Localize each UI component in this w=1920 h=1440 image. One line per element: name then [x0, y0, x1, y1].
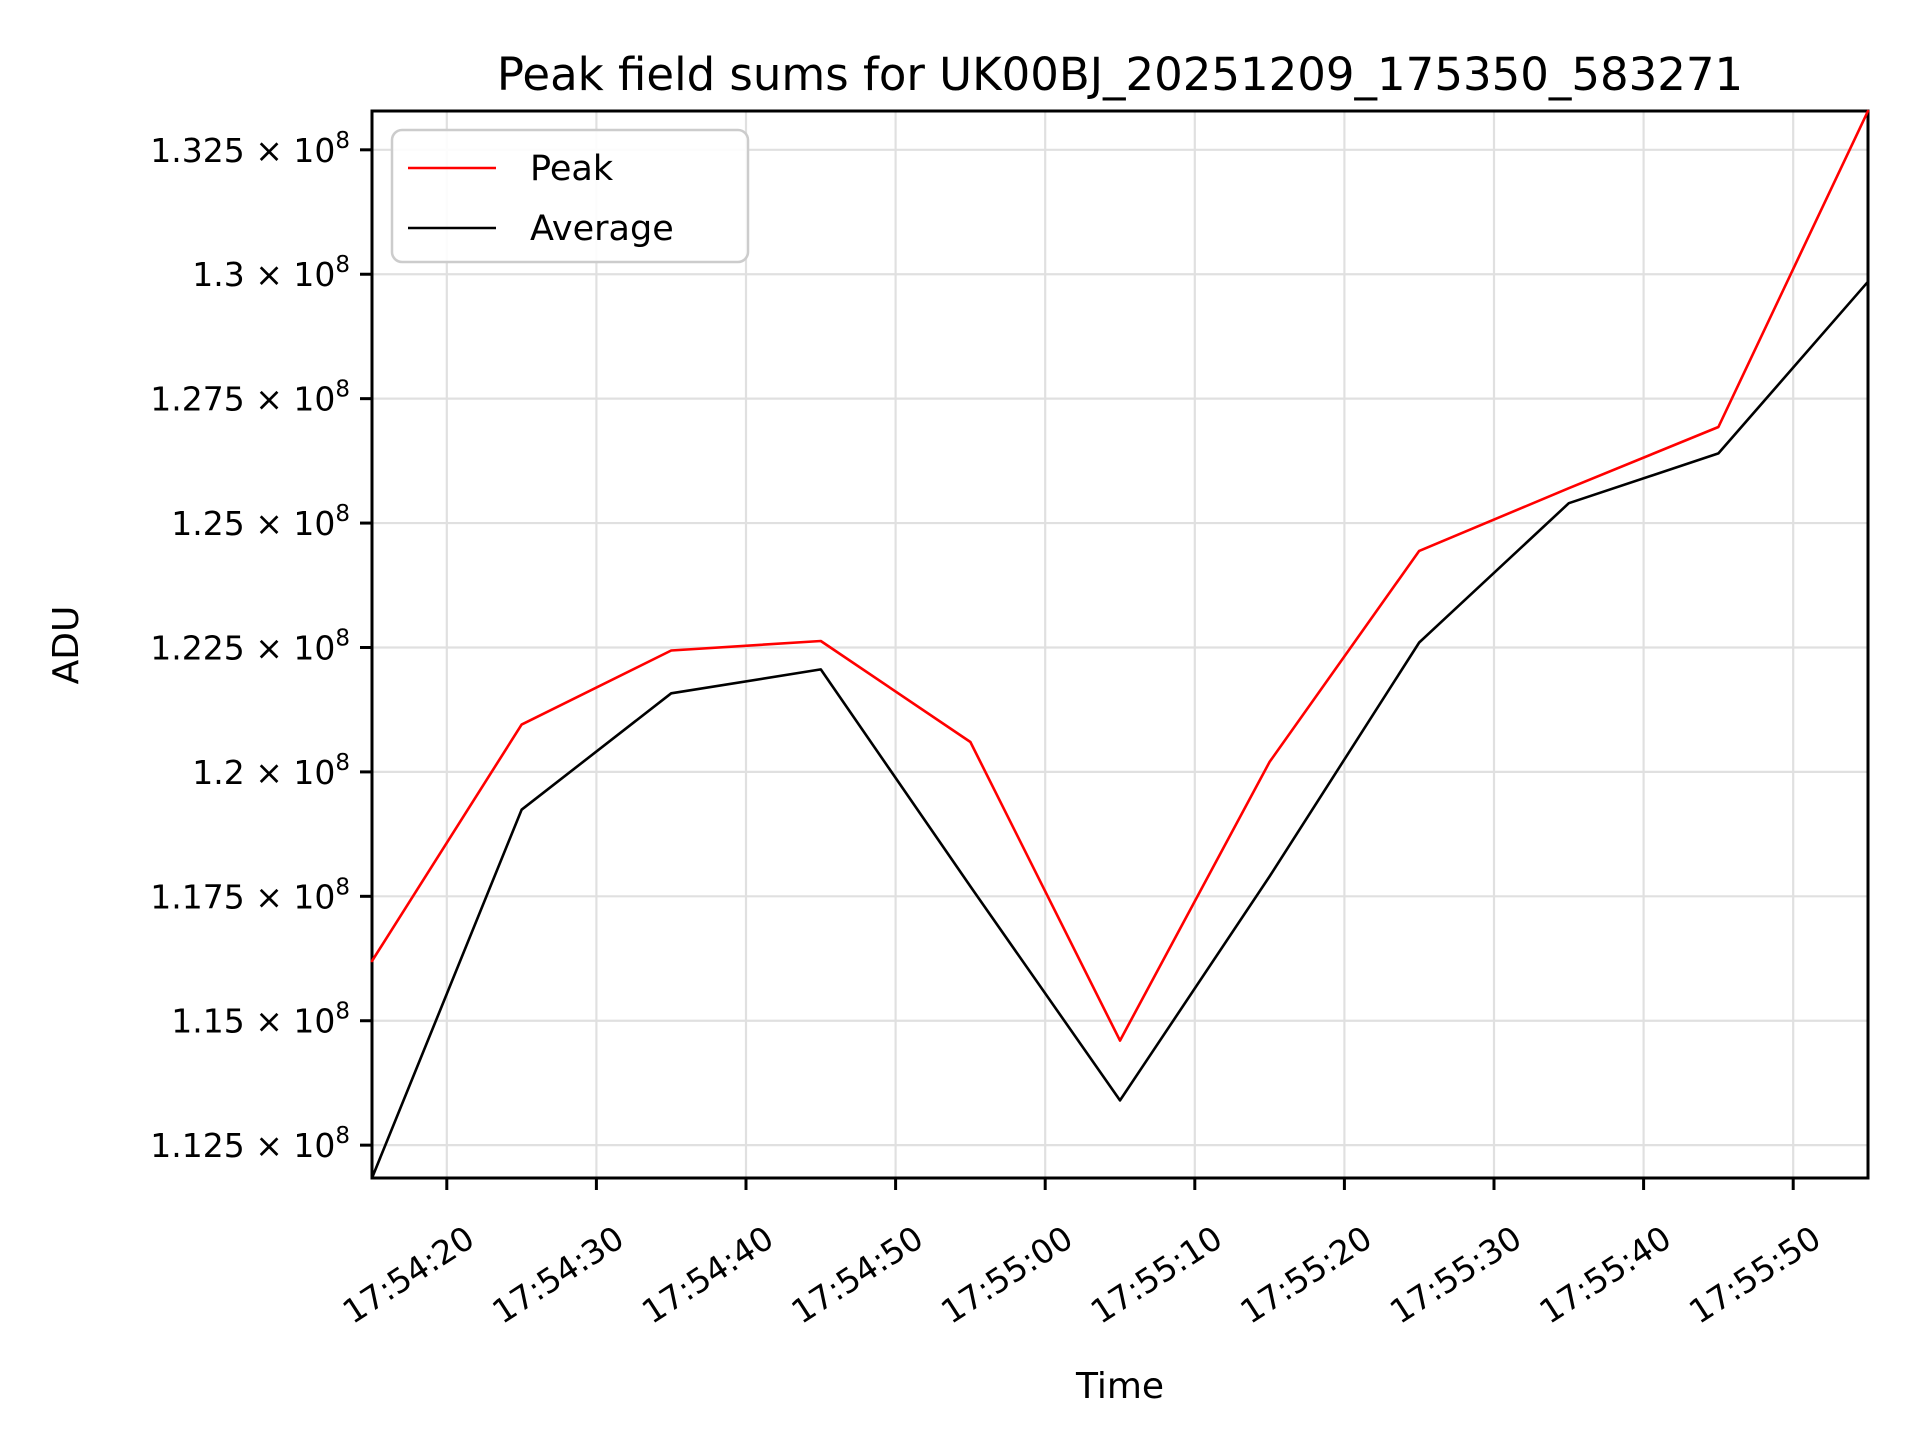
- legend-label: Peak: [530, 149, 614, 189]
- x-tick-label: 17:55:40: [1532, 1218, 1678, 1331]
- series-line-peak: [370, 109, 1870, 1042]
- x-tick-label: 17:55:50: [1682, 1218, 1828, 1331]
- y-tick-label: 1.125 × 108: [150, 1123, 350, 1165]
- x-tick-label: 17:54:40: [635, 1218, 781, 1331]
- x-tick-label: 17:54:20: [336, 1218, 482, 1331]
- y-tick-label: 1.325 × 108: [150, 128, 350, 170]
- axis-ticks: [360, 148, 1795, 1190]
- x-tick-label: 17:55:20: [1233, 1218, 1379, 1331]
- x-tick-label: 17:54:30: [485, 1218, 631, 1331]
- y-axis-label: ADU: [46, 606, 87, 685]
- x-tick-label: 17:55:10: [1084, 1218, 1230, 1331]
- x-tick-labels: 17:54:20 17:54:30 17:54:40 17:54:50 17:55:00…: [336, 1218, 1828, 1331]
- x-axis-label: Time: [1075, 1366, 1164, 1407]
- x-tick-label: 17:55:00: [934, 1218, 1080, 1331]
- x-tick-label: 17:55:30: [1383, 1218, 1529, 1331]
- gridlines: [372, 111, 1868, 1178]
- y-tick-label: 1.225 × 108: [150, 625, 350, 667]
- y-tick-labels: 1.125 × 108 1.15 × 108 1.175 × 108 1.2 × 10…: [150, 128, 350, 1165]
- y-tick-label: 1.25 × 108: [171, 501, 350, 543]
- y-tick-label: 1.3 × 108: [192, 252, 350, 294]
- legend: Peak Average: [390, 128, 750, 264]
- chart-title: Peak field sums for UK00BJ_20251209_1753…: [497, 48, 1743, 101]
- y-tick-label: 1.175 × 108: [150, 874, 350, 916]
- series-line-average: [370, 280, 1870, 1180]
- y-tick-label: 1.2 × 108: [192, 750, 350, 792]
- y-tick-label: 1.15 × 108: [171, 999, 350, 1041]
- series-lines: [370, 109, 1870, 1180]
- x-tick-label: 17:54:50: [784, 1218, 930, 1331]
- plot-border: [370, 109, 1870, 1180]
- legend-label: Average: [530, 209, 674, 249]
- y-tick-label: 1.275 × 108: [150, 377, 350, 419]
